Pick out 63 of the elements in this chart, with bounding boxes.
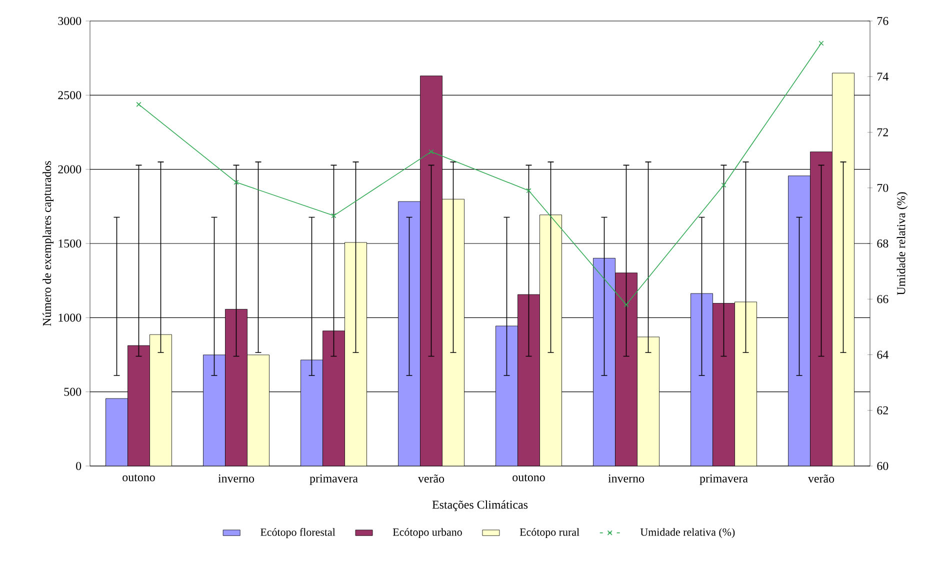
bar — [615, 272, 638, 466]
bar — [788, 176, 810, 466]
x-tick-label: primavera — [700, 474, 748, 485]
x-tick-label: inverno — [218, 474, 254, 482]
point — [428, 149, 434, 154]
bar — [247, 354, 270, 466]
bar — [128, 345, 150, 466]
y-tick-label: 500 — [64, 388, 82, 396]
bar — [496, 326, 518, 466]
y2-tick-label: 76 — [877, 16, 888, 26]
x-tick-label: outono — [122, 474, 155, 482]
y2-tick-label: 68 — [877, 239, 888, 248]
y2-tick-label: 74 — [877, 72, 888, 81]
bar — [690, 293, 713, 466]
legend-label: Ecótopo rural — [520, 528, 580, 538]
y2-tick-label: 64 — [877, 350, 888, 359]
bar — [398, 201, 420, 466]
x-tick-label: inverno — [608, 474, 644, 482]
bar — [106, 398, 128, 466]
y2-tick-label: 66 — [877, 295, 888, 304]
bar — [442, 198, 464, 466]
bar — [300, 360, 323, 466]
point — [721, 182, 726, 188]
y-tick-label: 1000 — [58, 314, 82, 322]
bar — [734, 302, 757, 466]
bar — [540, 214, 562, 466]
bar — [637, 336, 660, 466]
y-tick-label: 1500 — [58, 239, 82, 248]
bar — [322, 330, 345, 466]
bar — [420, 76, 442, 466]
bar — [593, 258, 616, 466]
bar — [832, 72, 854, 466]
legend-label: Ecótopo urbano — [392, 528, 462, 538]
y-tick-label: 0 — [76, 462, 82, 470]
x-tick-label: verão — [418, 474, 444, 483]
y2-tick-label: 70 — [877, 184, 888, 192]
legend-label: Ecótopo florestal — [260, 528, 336, 538]
y-tick-label: 3000 — [58, 16, 82, 26]
y-axis-title: Número de exemplares capturados — [42, 161, 54, 326]
bar — [518, 294, 540, 466]
y-tick-label: 2000 — [58, 165, 82, 174]
bar — [203, 354, 226, 466]
point — [624, 302, 629, 308]
legend-label: Umidade relativa (%) — [640, 528, 735, 538]
y2-tick-label: 72 — [877, 128, 888, 136]
y2-tick-label: 60 — [877, 462, 888, 470]
bar — [344, 242, 367, 466]
y2-tick-label: 62 — [877, 406, 888, 414]
x-tick-label: primavera — [310, 474, 358, 485]
point — [818, 40, 824, 46]
point — [526, 188, 532, 194]
x-tick-label: outono — [512, 474, 545, 482]
bar — [150, 334, 172, 466]
y2-axis-title: Umidade relativa (%) — [896, 192, 908, 296]
point — [234, 180, 239, 185]
bar — [712, 303, 735, 466]
bar — [225, 309, 248, 466]
y-tick-label: 2500 — [58, 91, 82, 100]
bar — [810, 152, 832, 466]
x-axis-title: Estações Climáticas — [432, 500, 528, 512]
x-tick-label: verão — [808, 474, 834, 483]
point — [331, 213, 336, 218]
point — [136, 102, 142, 107]
